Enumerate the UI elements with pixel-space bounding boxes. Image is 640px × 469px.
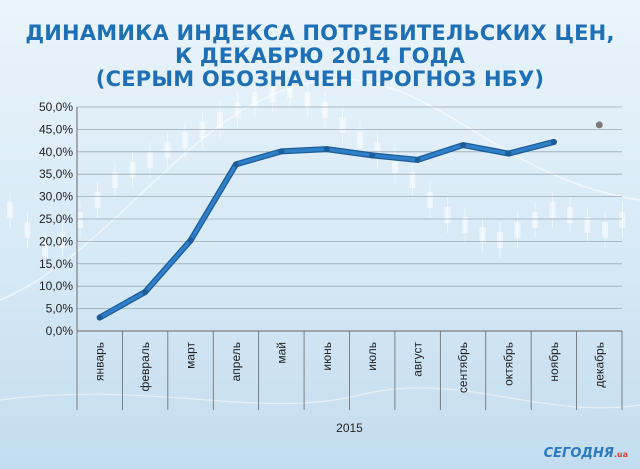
title-line-2: К ДЕКАБРЮ 2014 ГОДА (174, 44, 466, 68)
data-point (232, 161, 239, 168)
decor-candle (549, 202, 556, 218)
decor-candle (252, 92, 258, 108)
decor-candle (304, 92, 311, 108)
y-tick-label: 10,0% (39, 279, 73, 293)
x-tick-label: сентябрь (456, 342, 470, 393)
decor-candle (287, 82, 293, 98)
y-tick-label: 40,0% (39, 145, 73, 159)
decor-candle (532, 212, 538, 228)
data-point (142, 289, 149, 296)
decor-candle (444, 207, 451, 223)
data-point (414, 156, 421, 163)
chart-title: ДИНАМИКА ИНДЕКСА ПОТРЕБИТЕЛЬСКИХ ЦЕН, К … (0, 22, 640, 91)
brand-logo-name: СЕГОДНЯ (543, 446, 614, 461)
x-tick-label: январь (93, 342, 107, 381)
decor-candle (339, 117, 346, 133)
x-tick-label: октябрь (501, 342, 515, 386)
decor-candle (77, 212, 83, 228)
decor-curve (0, 78, 640, 301)
x-tick-label: март (184, 342, 198, 369)
decor-candle (514, 222, 521, 238)
x-tick-label: август (411, 342, 425, 377)
data-point (369, 152, 376, 159)
decor-candle (164, 142, 171, 158)
x-tick-label: июль (365, 342, 379, 371)
decor-candle (409, 172, 416, 188)
decor-candle (24, 222, 31, 238)
decor-candle (374, 142, 381, 158)
y-tick-label: 5,0% (46, 302, 74, 316)
decor-candle (199, 122, 206, 138)
y-tick-label: 45,0% (39, 122, 73, 136)
year-label: 2015 (336, 421, 363, 435)
decor-candle (129, 162, 136, 178)
decor-candle (147, 152, 153, 168)
decor-candle (217, 112, 223, 128)
data-point (505, 150, 512, 157)
decor-candle (322, 102, 328, 118)
x-tick-label: ноябрь (547, 342, 561, 382)
decor-candle (619, 212, 626, 228)
x-tick-label: апрель (229, 342, 243, 381)
decor-candle (59, 232, 66, 248)
decor-candle (462, 217, 468, 233)
data-point (323, 146, 330, 153)
brand-logo: СЕГОДНЯ.ua (544, 446, 628, 461)
decor-candle (392, 157, 398, 173)
y-tick-label: 30,0% (39, 190, 73, 204)
y-tick-label: 0,0% (46, 324, 74, 338)
data-point (96, 314, 103, 321)
decor-candle (94, 192, 101, 208)
y-tick-label: 50,0% (39, 100, 73, 114)
x-tick-label: май (274, 342, 288, 364)
decor-candle (234, 102, 241, 118)
y-tick-label: 35,0% (39, 167, 73, 181)
data-point (460, 142, 467, 149)
data-point (187, 237, 194, 244)
x-axis-ticks: январь февраль март апрель май июнь июль август… (76, 331, 623, 410)
decor-candle (427, 192, 433, 208)
decor-curve (0, 387, 640, 409)
forecast-point (595, 121, 603, 129)
decor-candle (567, 207, 573, 223)
decor-candle (7, 202, 13, 218)
decor-candle (182, 132, 188, 148)
background-decoration (0, 72, 640, 409)
data-point (550, 138, 557, 145)
x-tick-label: июнь (320, 342, 334, 371)
decor-candle (357, 132, 363, 148)
forecast-group (595, 121, 603, 129)
decor-candle (112, 172, 118, 188)
decor-candle (497, 232, 503, 248)
decor-candle (479, 227, 486, 243)
series-line-group (96, 138, 557, 321)
data-point (278, 148, 285, 155)
decor-candle (602, 222, 608, 238)
y-tick-label: 20,0% (39, 234, 73, 248)
y-tick-label: 15,0% (39, 257, 73, 271)
decor-candle (42, 242, 48, 258)
x-tick-label: февраль (138, 342, 152, 392)
y-tick-label: 25,0% (39, 212, 73, 226)
decor-candle (584, 217, 591, 233)
brand-logo-suffix: .ua (613, 450, 628, 459)
y-axis-ticks: 0,0% 5,0% 10,0% 15,0% 20,0% 25,0% 30,0% 35,0% 40… (39, 100, 73, 338)
x-tick-label: декабрь (592, 342, 606, 388)
title-line-3: (СЕРЫМ ОБОЗНАЧЕН ПРОГНОЗ НБУ) (95, 67, 545, 91)
title-line-1: ДИНАМИКА ИНДЕКСА ПОТРЕБИТЕЛЬСКИХ ЦЕН, (25, 21, 615, 45)
